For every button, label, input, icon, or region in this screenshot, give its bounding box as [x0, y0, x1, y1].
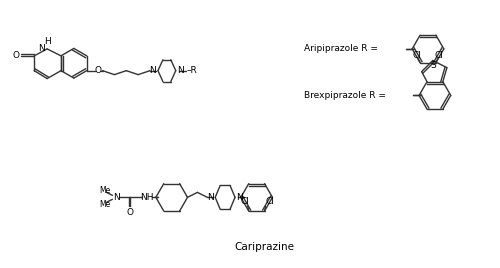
Text: N: N: [178, 66, 184, 75]
Text: NH: NH: [140, 193, 154, 202]
Text: Cl: Cl: [265, 197, 274, 206]
Text: Cariprazine: Cariprazine: [235, 242, 295, 252]
Text: Cl: Cl: [412, 51, 422, 60]
Text: Brexpiprazole R =: Brexpiprazole R =: [304, 91, 386, 100]
Text: Me: Me: [99, 200, 110, 209]
Text: Aripiprazole R =: Aripiprazole R =: [304, 44, 378, 53]
Text: S: S: [430, 61, 436, 70]
Text: O: O: [13, 51, 20, 60]
Text: H: H: [44, 38, 51, 46]
Text: Cl: Cl: [434, 51, 444, 60]
Text: O: O: [94, 66, 101, 75]
Text: O: O: [127, 208, 134, 217]
Text: N: N: [150, 66, 156, 75]
Text: Cl: Cl: [240, 197, 249, 206]
Text: N: N: [113, 193, 120, 202]
Text: Me: Me: [99, 186, 110, 195]
Text: N: N: [207, 193, 214, 202]
Text: N: N: [236, 193, 244, 202]
Text: N: N: [38, 44, 44, 53]
Text: –R: –R: [186, 66, 197, 75]
